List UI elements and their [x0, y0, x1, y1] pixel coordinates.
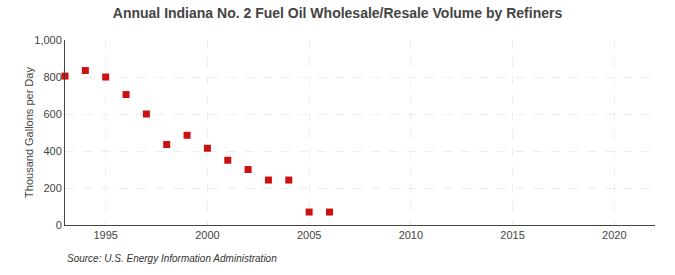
svg-text:600: 600: [43, 108, 61, 120]
svg-text:200: 200: [43, 182, 61, 194]
svg-text:Annual Indiana No. 2 Fuel Oil: Annual Indiana No. 2 Fuel Oil Wholesale/…: [113, 5, 563, 21]
svg-text:400: 400: [43, 145, 61, 157]
svg-text:2010: 2010: [399, 229, 423, 241]
svg-text:2020: 2020: [602, 229, 626, 241]
svg-text:800: 800: [43, 71, 61, 83]
svg-text:Thousand Gallons per Day: Thousand Gallons per Day: [23, 67, 35, 198]
svg-text:0: 0: [56, 219, 62, 231]
svg-text:2000: 2000: [195, 229, 219, 241]
svg-text:2005: 2005: [297, 229, 321, 241]
svg-text:1,000: 1,000: [34, 34, 62, 46]
svg-text:2015: 2015: [500, 229, 524, 241]
svg-text:1995: 1995: [93, 229, 117, 241]
svg-text:Source: U.S. Energy Informatio: Source: U.S. Energy Information Administ…: [67, 253, 277, 264]
